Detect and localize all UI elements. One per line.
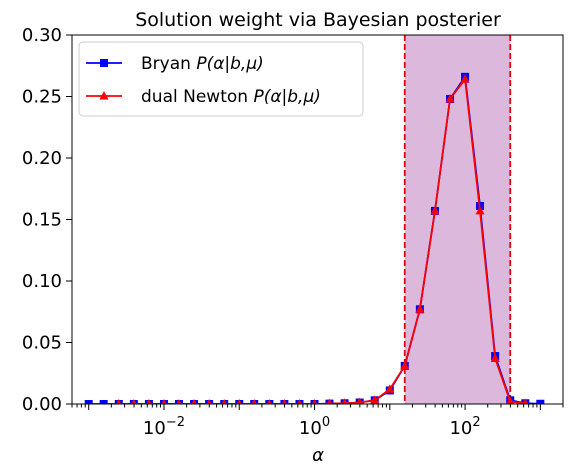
x-tick-label: 10−2 bbox=[143, 415, 185, 439]
plot-area bbox=[71, 34, 564, 405]
y-tick-label: 0.00 bbox=[22, 394, 62, 415]
y-axis-ticks: 0.00 0.05 0.10 0.15 0.20 0.25 0.30 bbox=[22, 25, 72, 415]
x-axis-label: α bbox=[312, 445, 324, 466]
data-point bbox=[460, 74, 470, 83]
data-point bbox=[326, 398, 333, 404]
data-point bbox=[161, 399, 167, 404]
data-point bbox=[251, 399, 257, 404]
x-tick-label: 100 bbox=[299, 415, 330, 439]
data-point bbox=[311, 399, 318, 404]
data-point bbox=[415, 304, 425, 313]
legend-label: Bryan P(α|b,μ) bbox=[141, 54, 264, 74]
y-tick-label: 0.30 bbox=[22, 25, 62, 46]
data-point bbox=[146, 399, 152, 404]
y-tick-label: 0.15 bbox=[22, 210, 62, 231]
legend-label: dual Newton P(α|b,μ) bbox=[141, 87, 321, 107]
data-point bbox=[99, 400, 108, 404]
data-point bbox=[266, 399, 272, 404]
data-point bbox=[176, 399, 182, 404]
data-point bbox=[370, 395, 380, 404]
data-point bbox=[522, 398, 529, 404]
data-point bbox=[236, 399, 242, 404]
data-point bbox=[385, 384, 395, 393]
data-point bbox=[206, 399, 212, 404]
data-point bbox=[430, 205, 440, 215]
data-point bbox=[475, 205, 485, 215]
data-point bbox=[191, 399, 197, 404]
data-point bbox=[341, 398, 348, 404]
data-point bbox=[221, 399, 227, 404]
data-point bbox=[84, 400, 93, 404]
legend: Bryan P(α|b,μ) dual Newton P(α|b,μ) bbox=[78, 41, 364, 117]
x-axis-ticks: 10−2 100 102 bbox=[71, 404, 564, 439]
data-point bbox=[131, 399, 137, 404]
data-point bbox=[445, 93, 455, 103]
data-point bbox=[296, 399, 303, 404]
legend-marker bbox=[100, 59, 108, 67]
data-point bbox=[356, 397, 364, 404]
y-tick-label: 0.20 bbox=[22, 148, 62, 169]
chart-title: Solution weight via Bayesian posterier bbox=[135, 9, 501, 31]
data-point bbox=[116, 399, 122, 404]
data-point bbox=[490, 353, 500, 362]
data-point bbox=[281, 399, 288, 404]
x-tick-label: 102 bbox=[449, 415, 480, 439]
legend-box bbox=[78, 41, 364, 117]
y-tick-label: 0.25 bbox=[22, 87, 62, 108]
series-group bbox=[84, 72, 545, 404]
data-point bbox=[536, 399, 545, 404]
y-tick-label: 0.10 bbox=[22, 271, 62, 292]
legend-marker bbox=[99, 91, 109, 100]
data-point bbox=[506, 396, 515, 404]
data-point bbox=[400, 360, 410, 370]
y-tick-label: 0.05 bbox=[22, 333, 62, 354]
